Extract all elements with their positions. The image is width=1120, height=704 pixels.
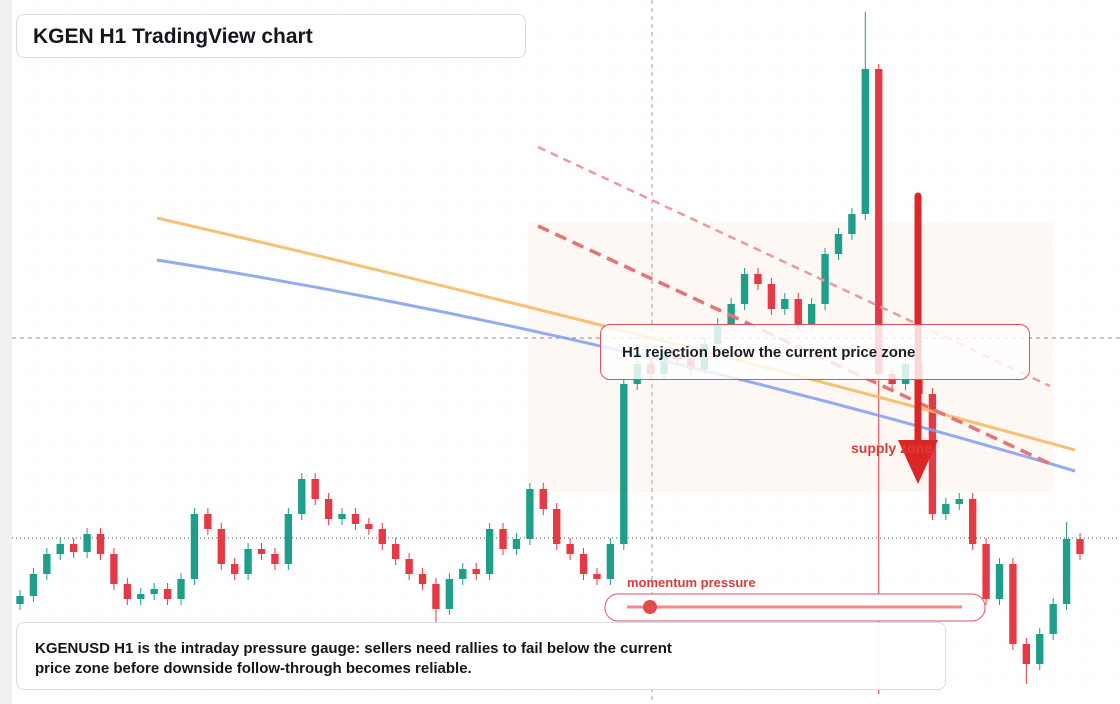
candle-body: [553, 509, 561, 544]
candle-body: [821, 254, 829, 304]
candle-body: [311, 479, 319, 499]
candle-body: [526, 489, 534, 539]
candle-body: [942, 504, 950, 514]
trendline-upper: [537, 145, 1051, 388]
candle-body: [968, 499, 977, 544]
candles: [16, 12, 1084, 694]
candle-body: [781, 299, 789, 309]
candle-body: [1022, 644, 1031, 664]
footnote: KGENUSD H1 is the intraday pressure gaug…: [35, 640, 672, 677]
candle-body: [230, 564, 239, 574]
candle-body: [512, 539, 521, 549]
candle-body: [1076, 539, 1084, 554]
title-box: KGEN H1 TradingView chart: [16, 14, 526, 58]
candle-body: [459, 569, 467, 579]
candle-body: [794, 299, 802, 324]
candle-body: [16, 596, 24, 604]
candle-body: [204, 514, 212, 529]
candle-body: [579, 554, 588, 574]
candle-body: [445, 579, 454, 609]
candle-body: [257, 549, 266, 554]
candle-body: [861, 69, 870, 214]
candle-body: [137, 594, 145, 599]
candle-body: [928, 394, 937, 514]
candle-body: [1049, 604, 1057, 634]
candle-body: [418, 574, 427, 584]
candle-body: [740, 274, 749, 304]
candle-body: [834, 234, 843, 254]
arrow-head: [898, 440, 938, 484]
candle-body: [499, 529, 507, 549]
chart-title: KGEN H1 TradingView chart: [33, 25, 313, 48]
candle-body: [150, 589, 158, 594]
candle-body: [485, 529, 494, 574]
candle-body: [271, 554, 279, 564]
left-edge: [0, 0, 12, 704]
candle-body: [995, 564, 1004, 599]
candle-body: [807, 304, 816, 324]
candle-body: [29, 574, 38, 596]
candle-body: [190, 514, 199, 579]
candle-body: [123, 584, 132, 599]
candle-body: [620, 384, 628, 544]
candle-body: [298, 479, 306, 514]
candle-body: [110, 554, 118, 584]
candle-body: [405, 559, 413, 574]
candle-body: [767, 284, 776, 309]
candle-body: [432, 584, 440, 609]
gauge-knob: [643, 600, 657, 614]
candle-body: [982, 544, 990, 599]
candle-body: [1009, 564, 1017, 644]
candle-body: [1062, 539, 1071, 604]
candle-body: [875, 69, 883, 374]
candle-body: [338, 514, 346, 519]
candle-body: [217, 529, 225, 564]
candle-body: [378, 529, 386, 544]
candle-body: [43, 554, 51, 574]
candle-body: [606, 544, 615, 579]
candle-body: [163, 589, 172, 599]
candle-body: [848, 214, 856, 234]
footnote-box: KGENUSD H1 is the intraday pressure gaug…: [16, 622, 946, 690]
candle-body: [69, 544, 78, 552]
candle-body: [83, 534, 91, 552]
gauge-label: momentum pressure: [627, 575, 756, 590]
candle-body: [56, 544, 64, 554]
candle-body: [1036, 634, 1044, 664]
candle-body: [177, 579, 185, 599]
candle-body: [96, 534, 105, 554]
candle-body: [284, 514, 293, 564]
candle-body: [472, 569, 480, 574]
candle-body: [539, 489, 547, 509]
annotation: H1 rejection below the current price zon…: [622, 344, 916, 361]
annotation-box: H1 rejection below the current price zon…: [600, 324, 1030, 380]
candle-body: [754, 274, 762, 284]
zone-label: supply zone: [851, 440, 932, 456]
candle-body: [566, 544, 574, 554]
candle-body: [955, 499, 963, 504]
candle-body: [244, 549, 252, 574]
candle-body: [324, 499, 333, 519]
candle-body: [593, 574, 601, 579]
candle-body: [351, 514, 360, 524]
candle-body: [392, 544, 400, 559]
candle-body: [365, 524, 373, 529]
